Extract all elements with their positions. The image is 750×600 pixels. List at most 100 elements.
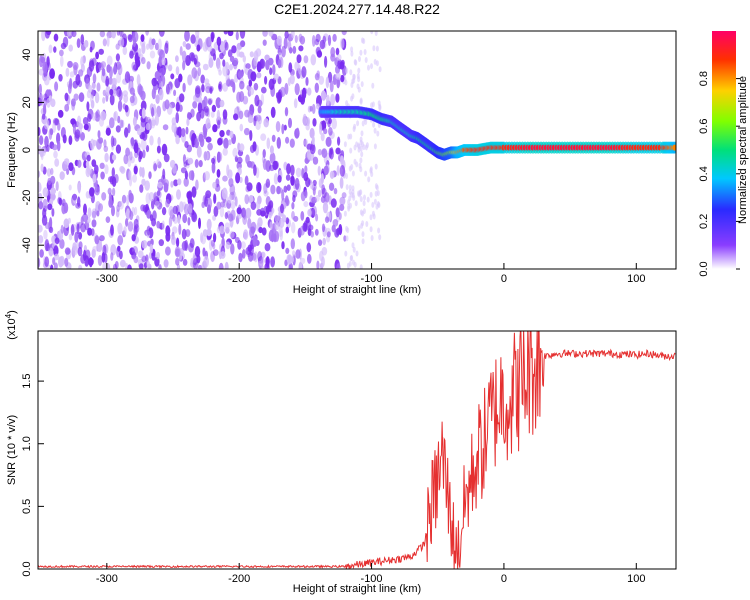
noise-cell: [204, 108, 209, 117]
noise-cell: [118, 89, 123, 102]
noise-cell: [183, 177, 189, 187]
noise-cell: [117, 235, 124, 246]
noise-cell: [58, 256, 64, 268]
noise-cell: [195, 179, 199, 191]
noise-cell: [359, 136, 363, 143]
snr-panel: -300 -200 -100 0 100 0.0 0.5 1.0 1.5 Height of …: [4, 310, 677, 595]
noise-cell: [283, 37, 288, 49]
noise-cell: [227, 49, 233, 58]
noise-cell: [333, 187, 338, 195]
noise-cell: [348, 189, 352, 195]
noise-cell: [295, 167, 302, 178]
noise-cell: [38, 68, 44, 76]
noise-cell: [175, 101, 180, 112]
noise-cell: [203, 255, 209, 268]
noise-cell: [207, 197, 212, 210]
noise-cell: [165, 246, 171, 256]
noise-cell: [311, 103, 316, 115]
noise-cell: [320, 173, 324, 185]
noise-cell: [182, 258, 188, 266]
noise-cell: [45, 243, 51, 252]
noise-cell: [293, 98, 298, 109]
noise-cell: [38, 83, 42, 95]
noise-cell: [329, 170, 335, 179]
noise-cell: [205, 136, 212, 143]
noise-cell: [339, 38, 345, 49]
noise-cell: [150, 117, 156, 129]
noise-cell: [51, 208, 55, 217]
noise-cell: [80, 34, 85, 45]
noise-cell: [146, 43, 150, 50]
noise-cell: [300, 211, 305, 221]
noise-cell: [146, 61, 151, 70]
noise-cell: [204, 171, 211, 181]
noise-cell: [256, 72, 262, 79]
noise-cell: [111, 167, 116, 178]
noise-cell: [127, 34, 133, 41]
noise-cell: [186, 118, 190, 126]
noise-cell: [123, 226, 127, 236]
noise-cell: [339, 204, 345, 211]
noise-cell: [76, 38, 81, 49]
noise-cell: [69, 71, 75, 78]
noise-cell: [325, 76, 330, 89]
noise-cell: [294, 177, 300, 190]
noise-cell: [65, 67, 70, 77]
noise-cell: [100, 171, 105, 180]
noise-cell: [255, 48, 262, 57]
noise-cell: [124, 71, 131, 84]
noise-cell: [141, 57, 146, 65]
noise-cell: [340, 155, 344, 166]
noise-cell: [142, 149, 146, 159]
noise-cell: [59, 238, 65, 249]
noise-cell: [89, 46, 93, 53]
noise-cell: [62, 36, 69, 48]
noise-cell: [314, 82, 319, 94]
noise-cell: [351, 170, 355, 177]
noise-cell: [77, 196, 81, 207]
noise-cell: [223, 31, 228, 35]
noise-cell: [344, 79, 348, 86]
noise-cell: [159, 67, 165, 76]
noise-cell: [54, 81, 59, 92]
noise-cell: [285, 174, 291, 181]
noise-cell: [273, 73, 280, 81]
noise-cell: [102, 89, 107, 97]
noise-cell: [191, 137, 195, 148]
noise-cell: [164, 42, 169, 55]
noise-cell: [283, 185, 288, 193]
noise-cell: [349, 69, 353, 76]
noise-cell: [83, 203, 87, 216]
noise-cell: [164, 99, 170, 110]
spectrogram-cells: [38, 31, 382, 269]
noise-cell: [89, 94, 94, 104]
noise-cell: [276, 35, 282, 46]
noise-cell: [141, 42, 146, 55]
noise-cell: [156, 145, 161, 154]
noise-cell: [258, 226, 263, 234]
noise-cell: [351, 185, 355, 192]
colorbar-ticks: 0.0 0.2 0.4 0.6 0.8: [698, 71, 740, 277]
spectrogram-x-ticks: -300 -200 -100 0 100: [96, 263, 645, 285]
noise-cell: [43, 93, 48, 100]
noise-cell: [281, 189, 285, 201]
noise-cell: [292, 194, 296, 203]
noise-cell: [216, 109, 221, 122]
noise-cell: [255, 121, 261, 130]
noise-cell: [111, 176, 117, 187]
noise-cell: [152, 210, 157, 221]
noise-cell: [155, 94, 160, 104]
noise-cell: [194, 246, 201, 258]
noise-cell: [57, 109, 64, 118]
noise-cell: [202, 63, 209, 71]
noise-cell: [285, 217, 290, 225]
noise-cell: [246, 182, 253, 192]
noise-cell: [189, 52, 195, 62]
noise-cell: [70, 118, 76, 125]
noise-cell: [99, 31, 106, 38]
noise-cell: [274, 214, 280, 223]
noise-cell: [270, 256, 275, 268]
y-tick-label: 40: [21, 49, 33, 61]
noise-cell: [157, 181, 163, 188]
noise-cell: [44, 31, 50, 39]
